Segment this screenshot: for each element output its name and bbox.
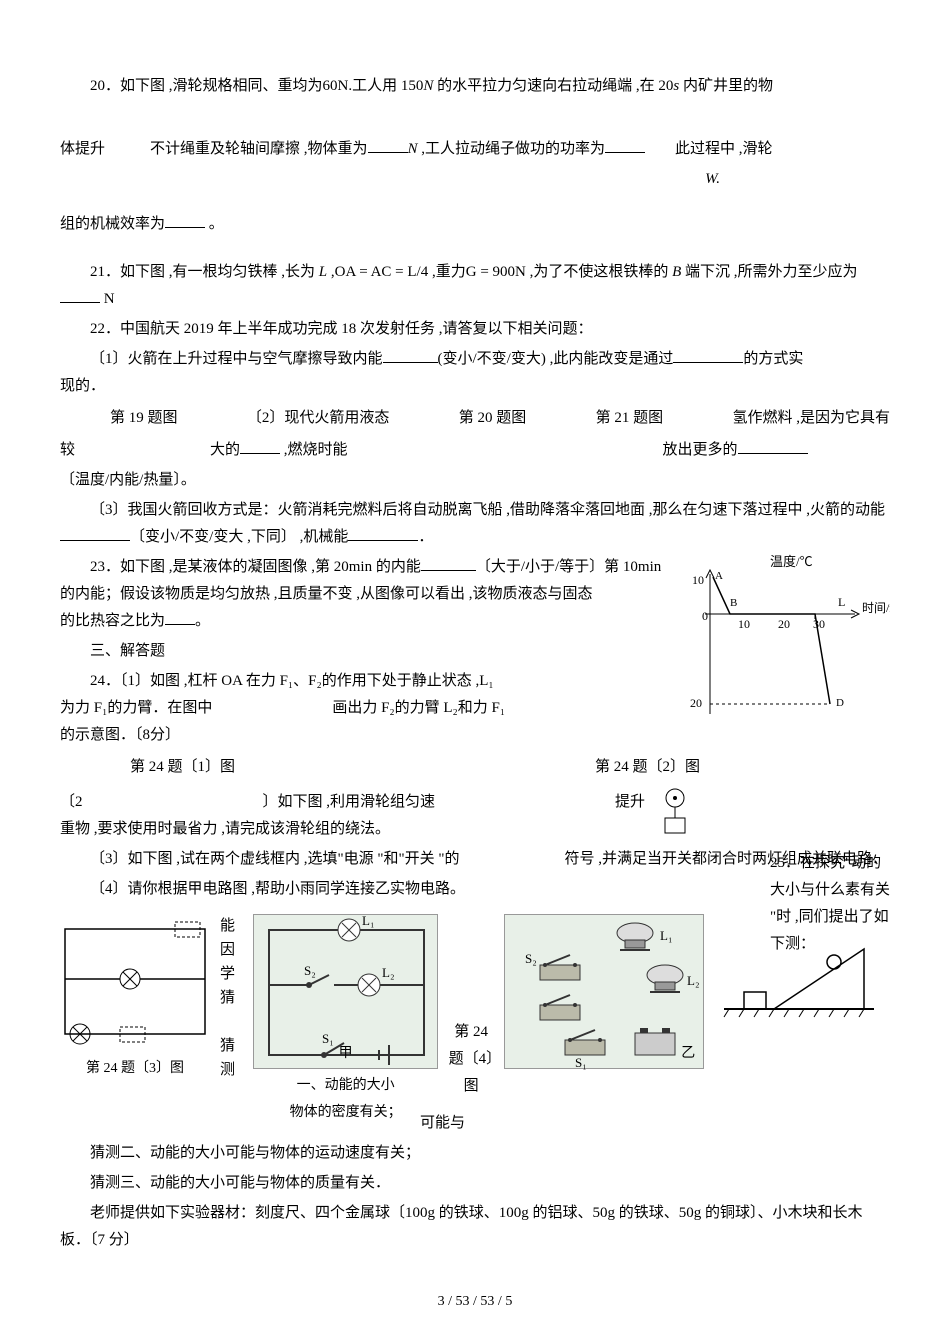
blank [673, 348, 743, 363]
fig3-cap: 第 24 题〔3〕图 [60, 1056, 210, 1081]
q24-fig2-cap: 第 24 题〔2〕图 [595, 754, 700, 781]
x30: 30 [813, 617, 825, 631]
q22-p1: 〔1〕火箭在上升过程中与空气摩擦导致内能 (变小/不变/变大) ,此内能改变是通过… [60, 346, 890, 400]
q21-B: B [672, 264, 681, 280]
circuit-yi: L₁ L₂ S₂ S₁ 乙 [504, 914, 704, 1069]
q25-density: 物体的密度有关； [253, 1100, 438, 1125]
svg-text:S₂: S₂ [525, 951, 537, 966]
yi: 乙 [681, 1041, 695, 1066]
q20-w: W. [705, 171, 720, 187]
jia: 甲 [254, 1041, 437, 1066]
blank [383, 348, 438, 363]
q20-l2c: 此过程中 ,滑轮 [645, 141, 773, 157]
q25-g2: 猜测二、动能的大小可能与物体的运动速度有关； [60, 1140, 890, 1167]
q21-L: L [319, 264, 327, 280]
q25-g1-frag: 一、动能的大小 [297, 1078, 395, 1093]
x10: 10 [738, 617, 750, 631]
blank [240, 439, 280, 454]
circuit-fig3 [60, 914, 210, 1054]
svg-text:L₂: L₂ [382, 965, 394, 980]
blank [738, 439, 808, 454]
svg-text:L₂: L₂ [687, 973, 699, 988]
fig3-wrap: 第 24 题〔3〕图 [60, 914, 210, 1081]
fig21-cap: 第 21 题图 [596, 405, 664, 432]
q22-p1a: 〔1〕火箭在上升过程中与空气摩擦导致内能 [90, 351, 383, 367]
blank [60, 526, 130, 541]
q20-line1: 20．如下图 ,滑轮规格相同、重均为60N.工人用 150N 的水平拉力匀速向右… [60, 73, 890, 100]
fig19-cap: 第 19 题图 [110, 405, 178, 432]
q22-head: 22．中国航天 2019 年上半年成功完成 18 次发射任务 ,请答复以下相关问… [60, 316, 890, 343]
q24-fig1-cap: 第 24 题〔1〕图 [130, 754, 235, 781]
q20-60n: 60N. [323, 78, 353, 94]
pulley-svg [650, 786, 700, 841]
ylabel: 温度/℃ [770, 554, 813, 569]
svg-text:L₁: L₁ [660, 928, 672, 943]
bottom-figs: 第 24 题〔3〕图 能因学猜 猜测 L₁ S₂ L₂ [60, 914, 890, 1125]
blank [368, 138, 408, 153]
q20-text-c: 的水平拉力匀速向右拉动绳端 ,在 20 [433, 78, 673, 94]
q24-p4: 〔4〕请你根据甲电路图 ,帮助小雨同学连接乙实物电路。 [60, 876, 890, 903]
q23-a: 23．如下图 ,是某液体的凝固图像 ,第 20min 的内能 [90, 559, 421, 575]
q25-side-col: 能因学猜 猜测 [220, 914, 243, 1082]
blank [60, 288, 100, 303]
x20: 20 [778, 617, 790, 631]
q20-line2: 体提升 不计绳重及轮轴间摩擦 ,物体重为 N ,工人拉动绳子做功的功率为 此过程中… [60, 136, 890, 163]
q20-l2b: ,工人拉动绳子做功的功率为 [418, 141, 606, 157]
svg-text:S₂: S₂ [304, 963, 316, 978]
q21-oa: ,OA = AC = [327, 264, 407, 280]
q20-l2a: 体提升 不计绳重及轮轴间摩擦 ,物体重为 [60, 141, 368, 157]
q22-p3c: ． [418, 529, 433, 545]
q21-e: N [100, 291, 115, 307]
y10: 10 [692, 573, 704, 587]
blank [421, 556, 476, 571]
blank [348, 526, 418, 541]
D: D [836, 697, 844, 709]
q22-p3: 〔3〕我国火箭回收方式是：火箭消耗完燃料后将自动脱离飞船 ,借助降落伞落回地面 … [60, 497, 890, 551]
q21-g: G = 900N [466, 264, 526, 280]
q21-b: L/4 ,重力 [407, 264, 465, 280]
q21-a: 21．如下图 ,有一根均匀铁棒 ,长为 [90, 264, 319, 280]
xlabel: 时间/min [862, 601, 890, 615]
q22-p2-tail: 氢作燃料 ,是因为它具有 [732, 405, 890, 432]
circuit-fig4: L₁ S₂ L₂ S₁ 甲 [253, 914, 438, 1069]
L: L [838, 595, 845, 609]
q22-p3b: 〔变小/不变/变大 ,下同〕 ,机械能 [130, 529, 348, 545]
q24-p2: 〔2 〕如下图 ,利用滑轮组匀速 提升重物 ,要求使用时最省力 ,请完成该滑轮组… [60, 789, 890, 843]
q20-text-a: 20．如下图 ,滑轮规格相同、重均为 [90, 78, 323, 94]
page-number: 3 / 53 / 53 / 5 [60, 1289, 890, 1314]
q22-p1b: (变小/不变/变大) ,此内能改变是通过 [438, 351, 674, 367]
pulley-fig [650, 786, 700, 841]
q23-c: 。 [195, 613, 210, 629]
q21-c: ,为了不使这根铁棒的 [526, 264, 672, 280]
q25-teacher: 老师提供如下实验器材：刻度尺、四个金属球〔100g 的铁球、100g 的铝球、5… [60, 1200, 890, 1254]
q24-caps-row: 第 24 题〔1〕图 第 24 题〔2〕图 [60, 754, 890, 781]
blank [165, 213, 205, 228]
q22-p2c: 〔温度/内能/热量〕。 [60, 467, 890, 494]
q20-text-d: 内矿井里的物 [679, 78, 773, 94]
svg-text:S₁: S₁ [575, 1055, 587, 1070]
q20-text-b: 工人用 150 [352, 78, 423, 94]
q20-line3: 组的机械效率为 。 [60, 211, 890, 238]
fig20-cap: 第 20 题图 [459, 405, 527, 432]
q22-p2b-line: 较 大的 ,燃烧时能 放出更多的 [60, 437, 890, 464]
q24-p3: 〔3〕如下图 ,试在两个虚线框内 ,选填"电源 "和"开关 "的 符号 ,并满足… [60, 846, 890, 873]
q21-d: 端下沉 ,所需外力至少应为 [681, 264, 857, 280]
blank [605, 138, 645, 153]
q20-unit-n: N [408, 141, 418, 157]
fig-row-1: 第 19 题图 〔2〕现代火箭用液态 第 20 题图 第 21 题图 氢作燃料 … [60, 405, 890, 432]
q20-italic-n: N [423, 78, 433, 94]
blank [165, 610, 195, 625]
svg-text:0: 0 [702, 609, 708, 623]
fig4-wrap: L₁ S₂ L₂ S₁ 甲 一、动能的大小 物体的密度有关； [253, 914, 438, 1125]
q25-right: 25．在探究"动的大小与什么素有关 "时 ,同们提出了如下测： [770, 850, 890, 958]
svg-text:L₁: L₁ [362, 915, 374, 928]
q20-l3b: 。 [205, 216, 224, 232]
q20-l3a: 组的机械效率为 [60, 216, 165, 232]
svg-text:A: A [715, 570, 723, 582]
q22-p2a-frag: 〔2〕现代火箭用液态 [247, 410, 390, 426]
q25-g3: 猜测三、动能的大小可能与物体的质量有关． [60, 1170, 890, 1197]
q22-p2-inline: 〔2〕现代火箭用液态 [247, 405, 390, 432]
q21: 21．如下图 ,有一根均匀铁棒 ,长为 L ,OA = AC = L/4 ,重力… [60, 259, 890, 313]
q22-p3a: 〔3〕我国火箭回收方式是：火箭消耗完燃料后将自动脱离飞船 ,借助降落伞落回地面 … [90, 502, 885, 518]
